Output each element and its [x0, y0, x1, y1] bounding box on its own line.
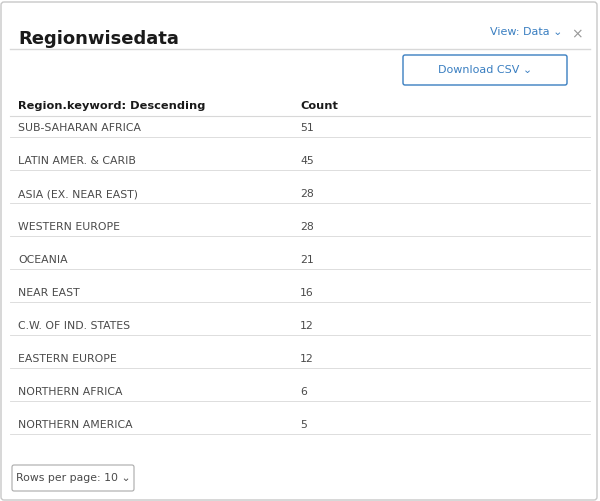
Text: Count: Count: [300, 101, 338, 111]
FancyBboxPatch shape: [12, 465, 134, 491]
Text: EASTERN EUROPE: EASTERN EUROPE: [18, 354, 117, 364]
Text: NEAR EAST: NEAR EAST: [18, 288, 80, 298]
Text: OCEANIA: OCEANIA: [18, 255, 68, 265]
Text: ASIA (EX. NEAR EAST): ASIA (EX. NEAR EAST): [18, 189, 138, 199]
FancyBboxPatch shape: [403, 55, 567, 85]
Text: NORTHERN AMERICA: NORTHERN AMERICA: [18, 420, 133, 430]
Text: Download CSV ⌄: Download CSV ⌄: [438, 65, 532, 75]
Text: Regionwisedata: Regionwisedata: [18, 30, 179, 48]
Text: 5: 5: [300, 420, 307, 430]
Text: 51: 51: [300, 123, 314, 133]
Text: ×: ×: [571, 27, 583, 41]
Text: C.W. OF IND. STATES: C.W. OF IND. STATES: [18, 321, 130, 331]
Text: 16: 16: [300, 288, 314, 298]
Text: 12: 12: [300, 354, 314, 364]
Text: 45: 45: [300, 156, 314, 166]
Text: LATIN AMER. & CARIB: LATIN AMER. & CARIB: [18, 156, 136, 166]
Text: SUB-SAHARAN AFRICA: SUB-SAHARAN AFRICA: [18, 123, 141, 133]
Text: Region.keyword: Descending: Region.keyword: Descending: [18, 101, 205, 111]
Text: 12: 12: [300, 321, 314, 331]
Text: 28: 28: [300, 189, 314, 199]
Text: View: Data ⌄: View: Data ⌄: [490, 27, 562, 37]
Text: 6: 6: [300, 387, 307, 397]
Text: NORTHERN AFRICA: NORTHERN AFRICA: [18, 387, 122, 397]
Text: 21: 21: [300, 255, 314, 265]
Text: Rows per page: 10 ⌄: Rows per page: 10 ⌄: [16, 473, 130, 483]
Text: 28: 28: [300, 222, 314, 232]
Text: WESTERN EUROPE: WESTERN EUROPE: [18, 222, 120, 232]
